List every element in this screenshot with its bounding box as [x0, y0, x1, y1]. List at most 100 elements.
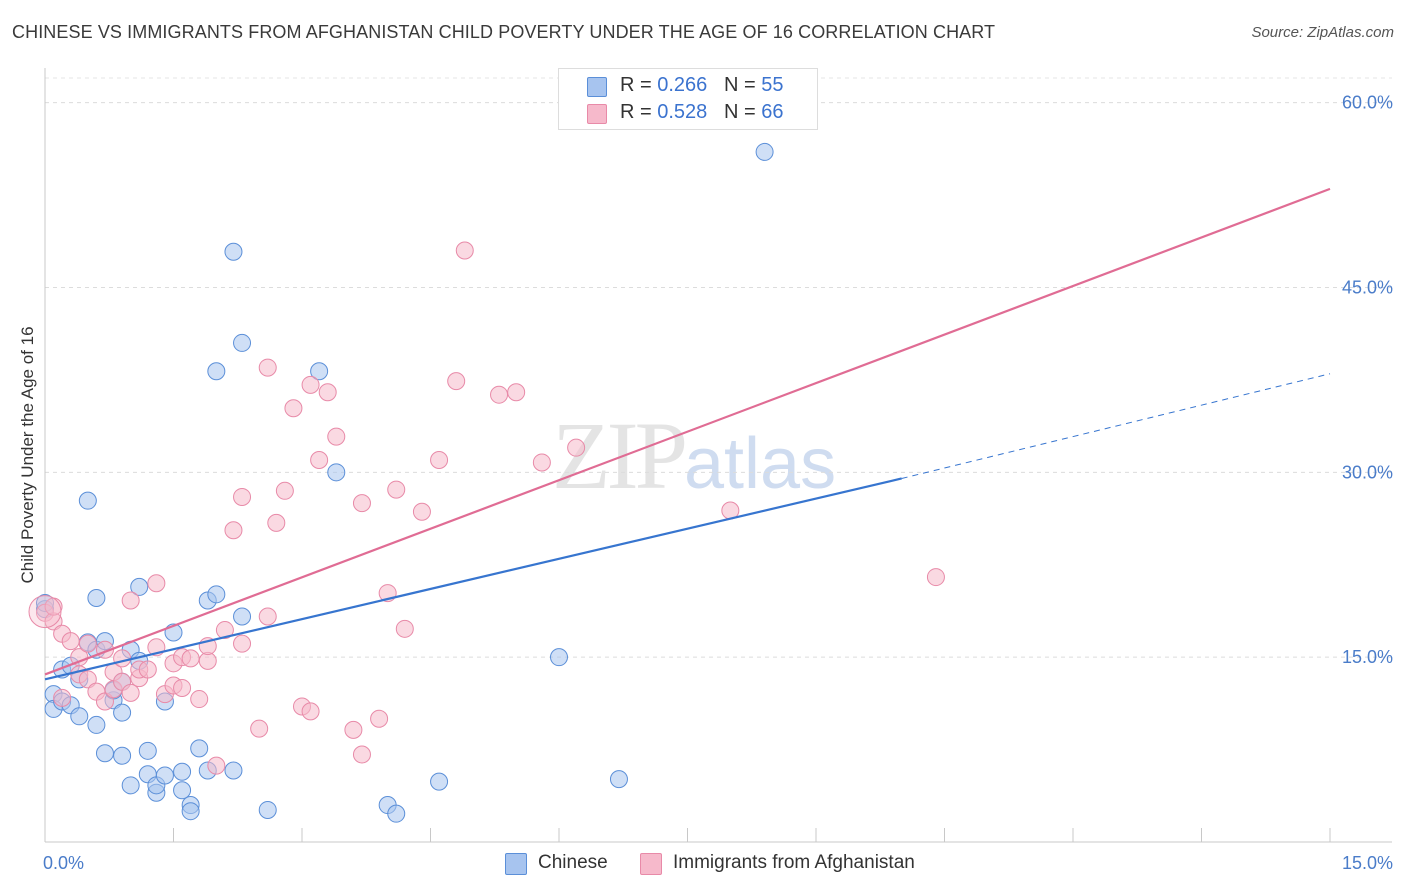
point-chinese — [155, 766, 174, 785]
point-afghanistan — [318, 383, 337, 402]
point-chinese — [87, 589, 106, 608]
point-chinese — [78, 491, 97, 510]
source-label: Source: ZipAtlas.com — [1251, 24, 1394, 41]
point-chinese — [609, 770, 628, 789]
legend-label-afghanistan: Immigrants from Afghanistan — [673, 852, 915, 873]
point-afghanistan — [926, 568, 945, 587]
point-afghanistan — [532, 453, 551, 472]
point-afghanistan — [430, 451, 449, 469]
point-afghanistan — [352, 494, 371, 513]
point-afghanistan — [447, 372, 466, 391]
chart-title: CHINESE VS IMMIGRANTS FROM AFGHANISTAN C… — [12, 22, 996, 42]
point-afghanistan — [224, 521, 243, 540]
point-afghanistan — [113, 649, 132, 668]
point-chinese — [207, 585, 226, 604]
point-afghanistan — [267, 513, 286, 532]
point-afghanistan — [53, 688, 72, 707]
point-chinese — [173, 781, 192, 800]
point-chinese — [87, 715, 106, 734]
legend-series-afghanistan: Immigrants from Afghanistan — [640, 852, 960, 876]
point-chinese — [310, 362, 329, 381]
point-afghanistan — [455, 241, 474, 260]
point-afghanistan — [121, 591, 140, 610]
point-afghanistan — [147, 574, 166, 593]
legend-n-label: N = — [723, 74, 756, 96]
point-afghanistan — [301, 375, 320, 394]
legend-swatch-afghanistan — [640, 853, 662, 875]
point-afghanistan — [387, 480, 406, 499]
point-afghanistan — [352, 745, 371, 764]
legend-r-value: 0.266 — [657, 74, 708, 96]
point-chinese — [138, 741, 157, 760]
legend-r-label: R = — [620, 101, 652, 123]
point-chinese — [130, 577, 149, 596]
legend-swatch-chinese — [587, 77, 607, 97]
point-afghanistan — [327, 427, 346, 446]
point-afghanistan — [284, 399, 303, 418]
point-afghanistan — [233, 634, 252, 653]
point-afghanistan — [490, 385, 509, 404]
point-chinese — [387, 804, 406, 823]
point-afghanistan — [138, 660, 157, 679]
legend-series-chinese: Chinese — [505, 852, 625, 876]
point-afghanistan — [275, 481, 294, 500]
trend-line-afghanistan — [44, 187, 1331, 676]
point-chinese — [755, 142, 774, 161]
legend-swatch-afghanistan — [587, 104, 607, 124]
point-chinese — [121, 776, 140, 795]
point-chinese — [70, 707, 89, 726]
point-afghanistan — [258, 607, 277, 626]
watermark-atlas: atlas — [684, 424, 837, 504]
y-tick-label: 30.0% — [1342, 462, 1393, 482]
point-afghanistan — [412, 502, 431, 521]
point-afghanistan — [78, 634, 97, 653]
point-chinese — [224, 242, 243, 261]
point-afghanistan — [215, 621, 234, 640]
point-chinese — [113, 746, 132, 765]
legend-r-label: R = — [620, 74, 652, 96]
point-afghanistan — [61, 632, 80, 651]
point-chinese — [233, 607, 252, 626]
point-afghanistan — [507, 383, 526, 402]
point-afghanistan — [121, 683, 140, 702]
point-afghanistan — [78, 670, 97, 689]
point-chinese — [190, 739, 209, 758]
point-afghanistan — [173, 678, 192, 697]
point-afghanistan — [233, 487, 252, 506]
point-afghanistan — [567, 438, 586, 457]
point-chinese — [233, 333, 252, 352]
legend-stats: R = 0.266 N = 55 R = 0.528 N = 66 — [558, 68, 818, 130]
legend-n-value: 66 — [761, 101, 784, 123]
legend-n-label: N = — [723, 101, 756, 123]
point-chinese — [207, 362, 226, 381]
legend-label-chinese: Chinese — [538, 852, 608, 873]
point-chinese — [550, 648, 568, 667]
point-chinese — [173, 762, 192, 781]
point-afghanistan — [190, 690, 209, 709]
y-tick-label: 15.0% — [1342, 647, 1393, 667]
point-afghanistan — [250, 719, 269, 738]
point-afghanistan — [310, 451, 329, 469]
point-chinese — [113, 703, 132, 722]
point-afghanistan — [370, 709, 389, 728]
point-afghanistan-cluster — [28, 595, 62, 629]
point-afghanistan — [301, 702, 320, 721]
x-tick-label: 15.0% — [1342, 853, 1393, 873]
point-afghanistan — [181, 649, 200, 668]
y-tick-label: 45.0% — [1342, 277, 1393, 297]
point-chinese — [181, 802, 200, 821]
point-afghanistan — [207, 756, 226, 775]
point-afghanistan — [258, 358, 277, 377]
trend-line-chinese-extension — [901, 373, 1331, 479]
point-afghanistan — [95, 692, 114, 711]
legend-r-value: 0.528 — [657, 101, 708, 123]
point-chinese — [430, 772, 449, 791]
point-chinese — [95, 744, 114, 763]
legend-swatch-chinese — [505, 853, 527, 875]
x-tick-label: 0.0% — [43, 853, 84, 873]
point-chinese — [327, 463, 346, 482]
point-afghanistan — [344, 720, 363, 739]
point-afghanistan — [395, 619, 414, 638]
legend-n-value: 55 — [761, 74, 784, 96]
